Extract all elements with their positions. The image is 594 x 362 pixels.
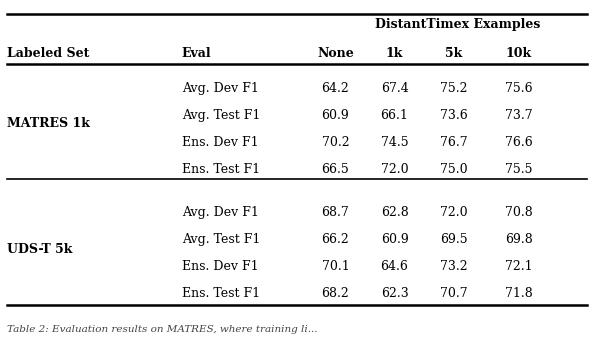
Text: 75.2: 75.2 — [440, 82, 467, 95]
Text: 70.1: 70.1 — [321, 260, 349, 273]
Text: Avg. Test F1: Avg. Test F1 — [182, 233, 260, 246]
Text: Table 2: Evaluation results on MATRES, where training li...: Table 2: Evaluation results on MATRES, w… — [7, 325, 318, 334]
Text: 70.7: 70.7 — [440, 287, 467, 300]
Text: 75.5: 75.5 — [505, 163, 532, 176]
Text: 60.9: 60.9 — [321, 109, 349, 122]
Text: Eval: Eval — [182, 47, 211, 60]
Text: 76.6: 76.6 — [505, 136, 533, 149]
Text: Ens. Test F1: Ens. Test F1 — [182, 287, 260, 300]
Text: None: None — [317, 47, 354, 60]
Text: 74.5: 74.5 — [381, 136, 408, 149]
Text: 70.8: 70.8 — [505, 206, 533, 219]
Text: Labeled Set: Labeled Set — [7, 47, 90, 60]
Text: 75.0: 75.0 — [440, 163, 467, 176]
Text: 64.6: 64.6 — [381, 260, 409, 273]
Text: 73.2: 73.2 — [440, 260, 467, 273]
Text: Avg. Dev F1: Avg. Dev F1 — [182, 206, 258, 219]
Text: Avg. Dev F1: Avg. Dev F1 — [182, 82, 258, 95]
Text: 68.2: 68.2 — [321, 287, 349, 300]
Text: 70.2: 70.2 — [321, 136, 349, 149]
Text: 72.0: 72.0 — [440, 206, 467, 219]
Text: 62.8: 62.8 — [381, 206, 409, 219]
Text: 66.5: 66.5 — [321, 163, 349, 176]
Text: Ens. Test F1: Ens. Test F1 — [182, 163, 260, 176]
Text: Ens. Dev F1: Ens. Dev F1 — [182, 260, 258, 273]
Text: 75.6: 75.6 — [505, 82, 532, 95]
Text: 64.2: 64.2 — [321, 82, 349, 95]
Text: 66.2: 66.2 — [321, 233, 349, 246]
Text: Ens. Dev F1: Ens. Dev F1 — [182, 136, 258, 149]
Text: 67.4: 67.4 — [381, 82, 409, 95]
Text: 76.7: 76.7 — [440, 136, 467, 149]
Text: MATRES 1k: MATRES 1k — [7, 117, 90, 130]
Text: 73.6: 73.6 — [440, 109, 467, 122]
Text: Avg. Test F1: Avg. Test F1 — [182, 109, 260, 122]
Text: 10k: 10k — [505, 47, 532, 60]
Text: 66.1: 66.1 — [381, 109, 409, 122]
Text: DistantTimex Examples: DistantTimex Examples — [375, 17, 541, 30]
Text: 73.7: 73.7 — [505, 109, 532, 122]
Text: UDS-T 5k: UDS-T 5k — [7, 243, 72, 256]
Text: 60.9: 60.9 — [381, 233, 409, 246]
Text: 68.7: 68.7 — [321, 206, 349, 219]
Text: 72.0: 72.0 — [381, 163, 408, 176]
Text: 69.8: 69.8 — [505, 233, 533, 246]
Text: 69.5: 69.5 — [440, 233, 467, 246]
Text: 1k: 1k — [386, 47, 403, 60]
Text: 72.1: 72.1 — [505, 260, 532, 273]
Text: 62.3: 62.3 — [381, 287, 409, 300]
Text: 5k: 5k — [445, 47, 462, 60]
Text: 71.8: 71.8 — [505, 287, 533, 300]
